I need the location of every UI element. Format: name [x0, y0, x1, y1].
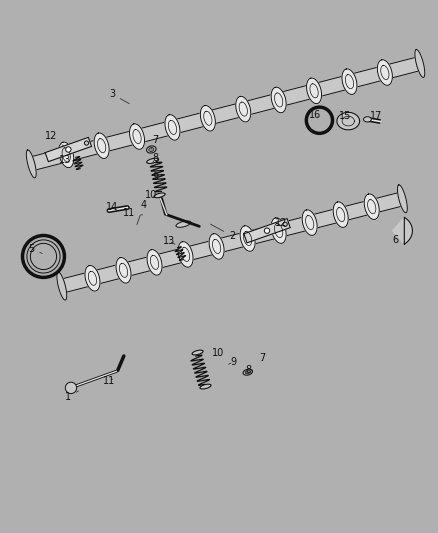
Polygon shape [26, 150, 36, 178]
Ellipse shape [200, 384, 211, 389]
Polygon shape [337, 112, 360, 130]
Polygon shape [236, 96, 251, 122]
Ellipse shape [192, 350, 203, 355]
Text: 12: 12 [45, 131, 64, 147]
Polygon shape [302, 210, 317, 236]
Ellipse shape [243, 369, 253, 375]
Polygon shape [60, 192, 404, 293]
Text: 15: 15 [339, 111, 352, 121]
Text: 12: 12 [275, 218, 287, 228]
Polygon shape [333, 202, 348, 228]
Polygon shape [29, 56, 422, 171]
Ellipse shape [149, 148, 154, 151]
Circle shape [265, 228, 270, 233]
Ellipse shape [245, 370, 251, 374]
Polygon shape [85, 265, 100, 291]
Polygon shape [200, 106, 215, 131]
Polygon shape [209, 233, 224, 259]
Polygon shape [271, 218, 286, 244]
Ellipse shape [364, 117, 371, 122]
Circle shape [85, 141, 88, 145]
Text: 13: 13 [59, 155, 75, 165]
Text: 9: 9 [152, 172, 159, 182]
Polygon shape [116, 257, 131, 283]
Text: 2: 2 [211, 224, 235, 241]
Text: 10: 10 [145, 190, 157, 200]
Text: 11: 11 [103, 376, 115, 386]
Polygon shape [94, 133, 109, 158]
Text: 5: 5 [28, 244, 42, 254]
Circle shape [65, 382, 77, 393]
Ellipse shape [147, 146, 156, 153]
Text: 11: 11 [124, 208, 143, 218]
Polygon shape [364, 194, 379, 220]
Polygon shape [393, 217, 413, 244]
Polygon shape [165, 115, 180, 140]
Polygon shape [415, 50, 425, 77]
Text: 9: 9 [229, 357, 237, 367]
Circle shape [283, 222, 287, 227]
Ellipse shape [154, 193, 165, 198]
Text: 16: 16 [309, 110, 321, 119]
Text: 17: 17 [370, 111, 382, 121]
Polygon shape [271, 87, 286, 113]
Polygon shape [59, 142, 74, 168]
Polygon shape [397, 185, 407, 213]
Polygon shape [45, 138, 92, 161]
Polygon shape [57, 272, 67, 300]
Text: 6: 6 [393, 235, 399, 245]
Text: 4: 4 [137, 199, 147, 224]
Polygon shape [147, 249, 162, 275]
Polygon shape [342, 69, 357, 94]
Text: 8: 8 [246, 366, 252, 375]
Text: 14: 14 [106, 202, 118, 212]
Polygon shape [307, 78, 321, 103]
Polygon shape [130, 124, 145, 149]
Circle shape [66, 147, 71, 152]
Text: 1: 1 [65, 391, 78, 402]
Text: 13: 13 [162, 236, 175, 246]
Text: 7: 7 [260, 353, 266, 363]
Text: 3: 3 [109, 89, 129, 103]
Polygon shape [178, 241, 193, 267]
Ellipse shape [147, 158, 159, 164]
Text: 8: 8 [152, 153, 159, 163]
Polygon shape [244, 219, 290, 243]
Polygon shape [240, 225, 255, 251]
Text: 7: 7 [151, 135, 159, 149]
Polygon shape [378, 60, 392, 85]
Text: 10: 10 [212, 348, 224, 358]
Ellipse shape [176, 221, 191, 228]
